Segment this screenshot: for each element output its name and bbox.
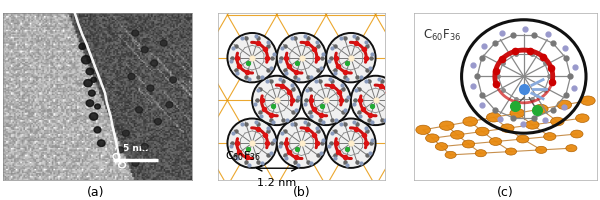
Circle shape xyxy=(170,77,176,83)
Ellipse shape xyxy=(571,130,583,138)
Circle shape xyxy=(277,119,326,168)
Circle shape xyxy=(166,102,173,108)
Text: (b): (b) xyxy=(292,185,310,198)
Circle shape xyxy=(148,87,152,91)
Circle shape xyxy=(161,42,166,46)
Circle shape xyxy=(326,34,376,83)
Circle shape xyxy=(91,78,97,83)
Circle shape xyxy=(326,119,376,168)
Circle shape xyxy=(156,120,160,124)
Circle shape xyxy=(79,44,86,50)
Circle shape xyxy=(351,76,400,125)
Ellipse shape xyxy=(475,150,487,157)
Circle shape xyxy=(252,76,302,125)
Ellipse shape xyxy=(416,126,430,135)
Circle shape xyxy=(86,69,94,75)
Circle shape xyxy=(129,75,134,79)
Circle shape xyxy=(155,119,161,125)
Ellipse shape xyxy=(439,121,454,131)
Text: C$_{60}$F$_{36}$: C$_{60}$F$_{36}$ xyxy=(423,27,461,42)
Ellipse shape xyxy=(566,145,577,152)
Ellipse shape xyxy=(533,105,548,114)
Circle shape xyxy=(152,62,157,66)
Circle shape xyxy=(151,61,158,67)
Circle shape xyxy=(136,107,142,113)
Circle shape xyxy=(167,103,172,107)
Ellipse shape xyxy=(445,152,456,159)
Circle shape xyxy=(97,140,105,147)
Circle shape xyxy=(142,49,147,53)
Ellipse shape xyxy=(487,113,501,122)
Ellipse shape xyxy=(557,101,572,110)
Ellipse shape xyxy=(451,131,464,139)
Ellipse shape xyxy=(505,148,517,155)
Ellipse shape xyxy=(581,97,595,106)
Circle shape xyxy=(132,31,139,37)
Text: 1.2 nm: 1.2 nm xyxy=(257,178,296,187)
Ellipse shape xyxy=(510,109,524,118)
Circle shape xyxy=(132,160,139,166)
Circle shape xyxy=(160,41,167,47)
Circle shape xyxy=(137,108,142,112)
Ellipse shape xyxy=(551,118,564,126)
Ellipse shape xyxy=(526,121,539,129)
Circle shape xyxy=(89,113,98,121)
Ellipse shape xyxy=(544,133,556,141)
Circle shape xyxy=(82,56,91,65)
Ellipse shape xyxy=(490,138,502,146)
Circle shape xyxy=(94,127,101,133)
Circle shape xyxy=(171,78,175,82)
Circle shape xyxy=(88,91,95,97)
Ellipse shape xyxy=(517,135,529,143)
Ellipse shape xyxy=(425,134,439,143)
Circle shape xyxy=(142,144,148,150)
Circle shape xyxy=(142,145,147,149)
Ellipse shape xyxy=(500,124,514,133)
Ellipse shape xyxy=(463,117,478,127)
Text: C$_{60}$F$_{36}$: C$_{60}$F$_{36}$ xyxy=(225,148,260,162)
Ellipse shape xyxy=(463,140,475,148)
Text: (a): (a) xyxy=(87,185,105,198)
Text: (c): (c) xyxy=(497,185,514,198)
Ellipse shape xyxy=(436,143,448,151)
Circle shape xyxy=(277,34,326,83)
Circle shape xyxy=(302,76,351,125)
Circle shape xyxy=(86,100,94,107)
Circle shape xyxy=(128,74,135,80)
Ellipse shape xyxy=(575,114,589,123)
Circle shape xyxy=(95,104,100,109)
Circle shape xyxy=(117,147,124,153)
Circle shape xyxy=(133,161,137,165)
Circle shape xyxy=(122,131,129,137)
Text: 5 nm: 5 nm xyxy=(122,143,148,152)
Circle shape xyxy=(227,119,277,168)
Circle shape xyxy=(227,34,277,83)
Circle shape xyxy=(124,132,128,136)
Circle shape xyxy=(118,148,122,152)
Ellipse shape xyxy=(536,147,547,154)
Ellipse shape xyxy=(476,128,489,136)
Circle shape xyxy=(147,86,154,92)
Circle shape xyxy=(133,32,137,36)
Circle shape xyxy=(84,80,92,87)
Circle shape xyxy=(142,48,148,54)
